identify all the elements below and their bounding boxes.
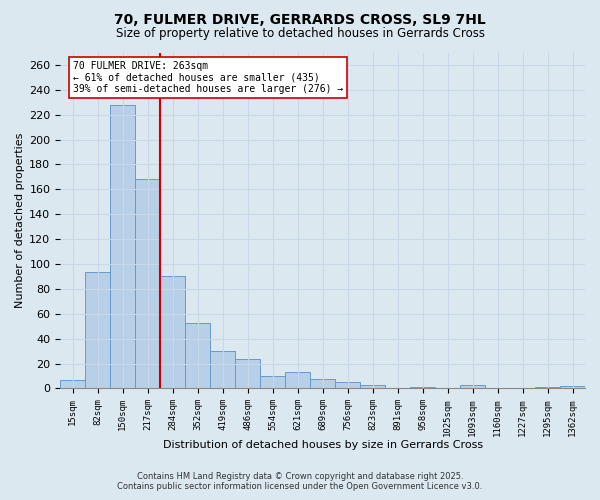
Bar <box>285 372 310 388</box>
Text: Size of property relative to detached houses in Gerrards Cross: Size of property relative to detached ho… <box>115 28 485 40</box>
Bar <box>410 387 435 388</box>
Bar <box>310 378 335 388</box>
Bar <box>460 385 485 388</box>
Bar <box>535 387 560 388</box>
Bar <box>360 385 385 388</box>
Bar <box>160 276 185 388</box>
Bar <box>560 386 585 388</box>
X-axis label: Distribution of detached houses by size in Gerrards Cross: Distribution of detached houses by size … <box>163 440 482 450</box>
Bar <box>135 180 160 388</box>
Y-axis label: Number of detached properties: Number of detached properties <box>15 133 25 308</box>
Bar <box>110 105 135 389</box>
Bar <box>260 376 285 388</box>
Bar <box>185 322 210 388</box>
Bar <box>235 358 260 388</box>
Bar <box>85 272 110 388</box>
Bar <box>335 382 360 388</box>
Text: Contains HM Land Registry data © Crown copyright and database right 2025.
Contai: Contains HM Land Registry data © Crown c… <box>118 472 482 491</box>
Bar <box>210 351 235 389</box>
Bar <box>60 380 85 388</box>
Text: 70, FULMER DRIVE, GERRARDS CROSS, SL9 7HL: 70, FULMER DRIVE, GERRARDS CROSS, SL9 7H… <box>114 12 486 26</box>
Text: 70 FULMER DRIVE: 263sqm
← 61% of detached houses are smaller (435)
39% of semi-d: 70 FULMER DRIVE: 263sqm ← 61% of detache… <box>73 61 343 94</box>
